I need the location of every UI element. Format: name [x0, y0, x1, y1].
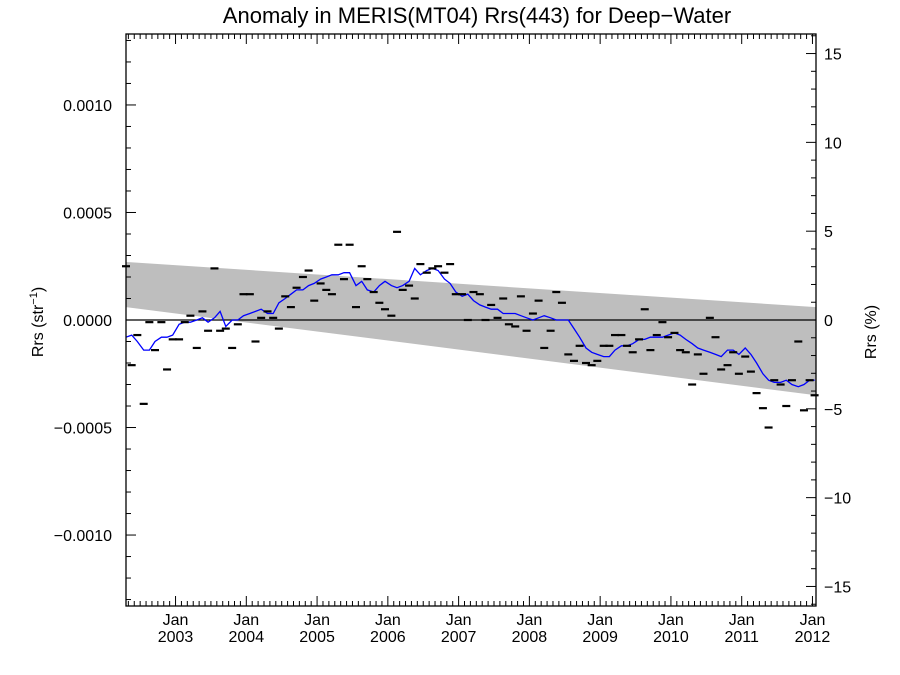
y-right-tick-label: −5 [824, 402, 842, 419]
chart-title: Anomaly in MERIS(MT04) Rrs(443) for Deep… [223, 3, 731, 28]
y-right-tick-label: 5 [824, 224, 833, 241]
x-tick-month-label: Jan [233, 612, 259, 629]
x-tick-month-label: Jan [800, 612, 826, 629]
y-axis-right-label: Rrs (%) [863, 305, 880, 359]
y-left-tick-label: 0.0000 [63, 313, 112, 330]
y-left-tick-label: 0.0005 [63, 205, 112, 222]
x-tick-month-label: Jan [729, 612, 755, 629]
y-left-tick-label: −0.0005 [54, 421, 112, 438]
smooth-line-layer [125, 267, 815, 388]
x-tick-month-label: Jan [163, 612, 189, 629]
x-tick-year-label: 2010 [653, 629, 689, 646]
uncertainty-band [126, 261, 816, 396]
y-axis-left-label: Rrs (str−1) [28, 287, 47, 357]
x-tick-year-label: 2007 [441, 629, 477, 646]
x-tick-month-label: Jan [516, 612, 542, 629]
x-tick-year-label: 2006 [370, 629, 406, 646]
y-left-tick-label: −0.0010 [54, 528, 112, 545]
x-tick-month-label: Jan [375, 612, 401, 629]
axes-layer: 0.0010 0.0005 0.0000 −0.0005 −0.0010 15 10 5 0 −5… [54, 33, 851, 646]
x-tick-year-label: 2012 [795, 629, 831, 646]
x-tick-year-label: 2008 [512, 629, 548, 646]
x-tick-month-label: Jan [446, 612, 472, 629]
x-tick-year-label: 2009 [582, 629, 618, 646]
x-tick-year-label: 2004 [229, 629, 265, 646]
y-right-tick-label: 15 [824, 47, 842, 64]
uncertainty-band-layer [126, 261, 816, 396]
x-tick-month-label: Jan [304, 612, 330, 629]
y-left-tick-label: 0.0010 [63, 98, 112, 115]
x-tick-month-label: Jan [587, 612, 613, 629]
y-right-tick-label: 0 [824, 313, 833, 330]
x-tick-year-label: 2011 [724, 629, 759, 646]
smooth-line [125, 267, 815, 388]
x-tick-month-label: Jan [658, 612, 684, 629]
data-points-layer [122, 230, 819, 429]
x-tick-year-label: 2003 [158, 629, 194, 646]
y-right-tick-label: −10 [824, 491, 851, 508]
x-tick-year-label: 2005 [299, 629, 335, 646]
y-right-tick-label: −15 [824, 579, 851, 596]
y-right-tick-label: 10 [824, 135, 842, 152]
